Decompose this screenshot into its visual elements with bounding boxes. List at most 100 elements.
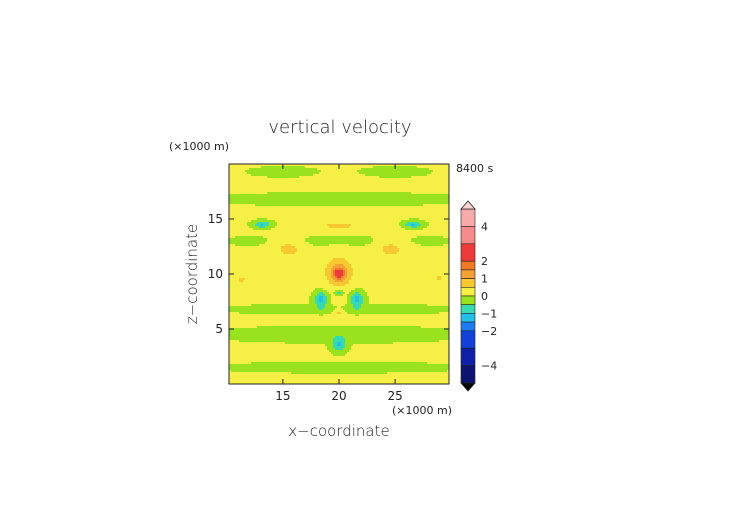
heatmap-cell <box>395 226 398 229</box>
heatmap-cell <box>243 218 246 221</box>
heatmap-cell <box>445 202 448 205</box>
heatmap-cell <box>443 212 446 215</box>
heatmap-cell <box>319 252 322 255</box>
heatmap-cell <box>391 240 394 243</box>
heatmap-cell <box>305 190 308 193</box>
heatmap-cell <box>345 180 348 183</box>
heatmap-cell <box>261 212 264 215</box>
heatmap-cell <box>363 210 366 213</box>
heatmap-cell <box>393 238 396 241</box>
heatmap-cell <box>321 170 324 173</box>
heatmap-cell <box>265 198 268 201</box>
heatmap-cell <box>277 220 280 223</box>
heatmap-cell <box>353 222 356 225</box>
heatmap-cell <box>415 238 418 241</box>
heatmap-cell <box>233 192 236 195</box>
heatmap-cell <box>285 190 288 193</box>
heatmap-cell <box>445 200 448 203</box>
heatmap-cell <box>357 220 360 223</box>
heatmap-cell <box>387 236 390 239</box>
heatmap-cell <box>315 226 318 229</box>
heatmap-cell <box>425 216 428 219</box>
heatmap-cell <box>353 164 356 167</box>
heatmap-cell <box>439 170 442 173</box>
heatmap-cell <box>293 184 296 187</box>
heatmap-cell <box>363 220 366 223</box>
heatmap-cell <box>377 178 380 181</box>
heatmap-cell <box>311 184 314 187</box>
heatmap-cell <box>425 190 428 193</box>
heatmap-cell <box>251 178 254 181</box>
heatmap-cell <box>259 170 262 173</box>
heatmap-cell <box>237 236 240 239</box>
heatmap-cell <box>405 190 408 193</box>
heatmap-cell <box>347 184 350 187</box>
heatmap-cell <box>369 180 372 183</box>
heatmap-cell <box>255 174 258 177</box>
heatmap-cell <box>289 174 292 177</box>
heatmap-cell <box>357 202 360 205</box>
heatmap-cell <box>429 222 432 225</box>
heatmap-cell <box>399 164 402 167</box>
heatmap-cell <box>255 210 258 213</box>
heatmap-cell <box>427 226 430 229</box>
heatmap-cell <box>433 238 436 241</box>
heatmap-cell <box>393 236 396 239</box>
heatmap-cell <box>281 226 284 229</box>
heatmap-cell <box>247 186 250 189</box>
heatmap-cell <box>233 188 236 191</box>
heatmap-cell <box>257 202 260 205</box>
heatmap-cell <box>353 236 356 239</box>
heatmap-cell <box>401 184 404 187</box>
heatmap-cell <box>425 212 428 215</box>
heatmap-cell <box>289 192 292 195</box>
heatmap-cell <box>319 184 322 187</box>
heatmap-cell <box>399 248 402 251</box>
heatmap-cell <box>421 168 424 171</box>
heatmap-cell <box>245 194 248 197</box>
heatmap-cell <box>407 208 410 211</box>
heatmap-cell <box>235 190 238 193</box>
heatmap-cell <box>309 226 312 229</box>
heatmap-cell <box>379 170 382 173</box>
heatmap-cell <box>369 170 372 173</box>
heatmap-cell <box>415 172 418 175</box>
heatmap-cell <box>433 220 436 223</box>
heatmap-cell <box>393 220 396 223</box>
heatmap-cell <box>321 172 324 175</box>
heatmap-cell <box>247 236 250 239</box>
heatmap-cell <box>399 192 402 195</box>
heatmap-cell <box>237 206 240 209</box>
heatmap-cell <box>247 212 250 215</box>
heatmap-cell <box>331 248 334 251</box>
heatmap-cell <box>409 224 412 227</box>
heatmap-cell <box>405 226 408 229</box>
heatmap-cell <box>241 232 244 235</box>
heatmap-cell <box>231 250 234 253</box>
heatmap-cell <box>245 210 248 213</box>
heatmap-cell <box>265 188 268 191</box>
heatmap-cell <box>363 252 366 255</box>
heatmap-cell <box>337 216 340 219</box>
heatmap-cell <box>369 220 372 223</box>
heatmap-cell <box>393 204 396 207</box>
heatmap-cell <box>351 200 354 203</box>
heatmap-cell <box>401 198 404 201</box>
heatmap-cell <box>415 170 418 173</box>
heatmap-cell <box>431 196 434 199</box>
heatmap-cell <box>381 180 384 183</box>
heatmap-cell <box>395 234 398 237</box>
heatmap-cell <box>289 182 292 185</box>
heatmap-cell <box>267 210 270 213</box>
heatmap-cell <box>229 246 232 249</box>
heatmap-cell <box>443 172 446 175</box>
heatmap-cell <box>261 202 264 205</box>
heatmap-cell <box>325 190 328 193</box>
heatmap-cell <box>229 166 232 169</box>
heatmap-cell <box>329 212 332 215</box>
heatmap-cell <box>269 236 272 239</box>
heatmap-cell <box>393 202 396 205</box>
heatmap-cell <box>425 188 428 191</box>
heatmap-cell <box>299 180 302 183</box>
heatmap-cell <box>391 182 394 185</box>
